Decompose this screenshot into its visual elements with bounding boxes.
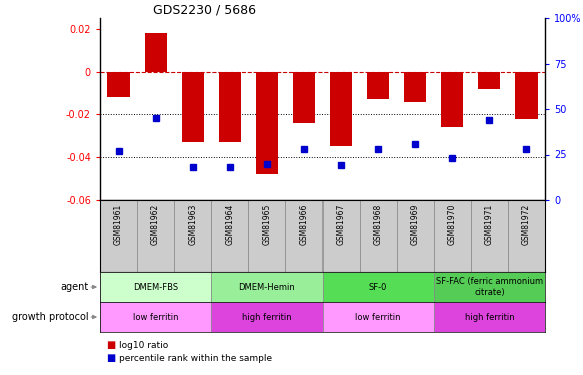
Bar xyxy=(396,200,434,272)
Text: SF-0: SF-0 xyxy=(369,282,387,291)
Bar xyxy=(478,72,500,88)
Bar xyxy=(211,302,322,332)
Bar xyxy=(211,272,322,302)
Bar xyxy=(367,72,389,99)
Text: GDS2230 / 5686: GDS2230 / 5686 xyxy=(153,4,257,17)
Bar xyxy=(248,200,286,272)
Text: GSM81969: GSM81969 xyxy=(410,204,420,245)
Text: agent: agent xyxy=(60,282,89,292)
Text: GSM81972: GSM81972 xyxy=(522,204,531,245)
Bar xyxy=(360,200,396,272)
Bar xyxy=(434,200,471,272)
Text: high ferritin: high ferritin xyxy=(242,312,292,321)
Text: low ferritin: low ferritin xyxy=(356,312,401,321)
Bar xyxy=(434,272,545,302)
Text: high ferritin: high ferritin xyxy=(465,312,514,321)
Bar xyxy=(322,200,360,272)
Text: log10 ratio: log10 ratio xyxy=(119,340,168,350)
Text: SF-FAC (ferric ammonium
citrate): SF-FAC (ferric ammonium citrate) xyxy=(436,277,543,297)
Text: GSM81964: GSM81964 xyxy=(225,204,234,245)
Bar xyxy=(508,200,545,272)
Bar xyxy=(211,200,248,272)
Bar xyxy=(322,302,434,332)
Text: low ferritin: low ferritin xyxy=(133,312,178,321)
Text: GSM81963: GSM81963 xyxy=(188,204,197,245)
Text: GSM81970: GSM81970 xyxy=(448,204,457,245)
Text: GSM81965: GSM81965 xyxy=(262,204,271,245)
Text: growth protocol: growth protocol xyxy=(12,312,89,322)
Bar xyxy=(107,72,129,97)
Bar xyxy=(174,200,211,272)
Bar xyxy=(330,72,352,147)
Bar xyxy=(293,72,315,123)
Bar xyxy=(100,302,211,332)
Text: ■: ■ xyxy=(106,340,115,350)
Text: GSM81967: GSM81967 xyxy=(336,204,346,245)
Text: GSM81962: GSM81962 xyxy=(151,204,160,245)
Text: GSM81971: GSM81971 xyxy=(485,204,494,245)
Bar xyxy=(100,200,137,272)
Bar xyxy=(256,72,278,174)
Bar xyxy=(219,72,241,142)
Bar xyxy=(515,72,538,118)
Bar xyxy=(441,72,463,127)
Bar xyxy=(100,272,211,302)
Text: GSM81966: GSM81966 xyxy=(300,204,308,245)
Bar xyxy=(322,272,434,302)
Bar xyxy=(404,72,426,102)
Text: percentile rank within the sample: percentile rank within the sample xyxy=(119,354,272,363)
Bar xyxy=(145,33,167,72)
Bar xyxy=(434,302,545,332)
Text: ■: ■ xyxy=(106,353,115,363)
Text: GSM81961: GSM81961 xyxy=(114,204,123,245)
Text: DMEM-Hemin: DMEM-Hemin xyxy=(238,282,295,291)
Bar xyxy=(471,200,508,272)
Bar xyxy=(137,200,174,272)
Bar xyxy=(286,200,322,272)
Text: GSM81968: GSM81968 xyxy=(374,204,382,245)
Text: DMEM-FBS: DMEM-FBS xyxy=(133,282,178,291)
Bar xyxy=(181,72,204,142)
